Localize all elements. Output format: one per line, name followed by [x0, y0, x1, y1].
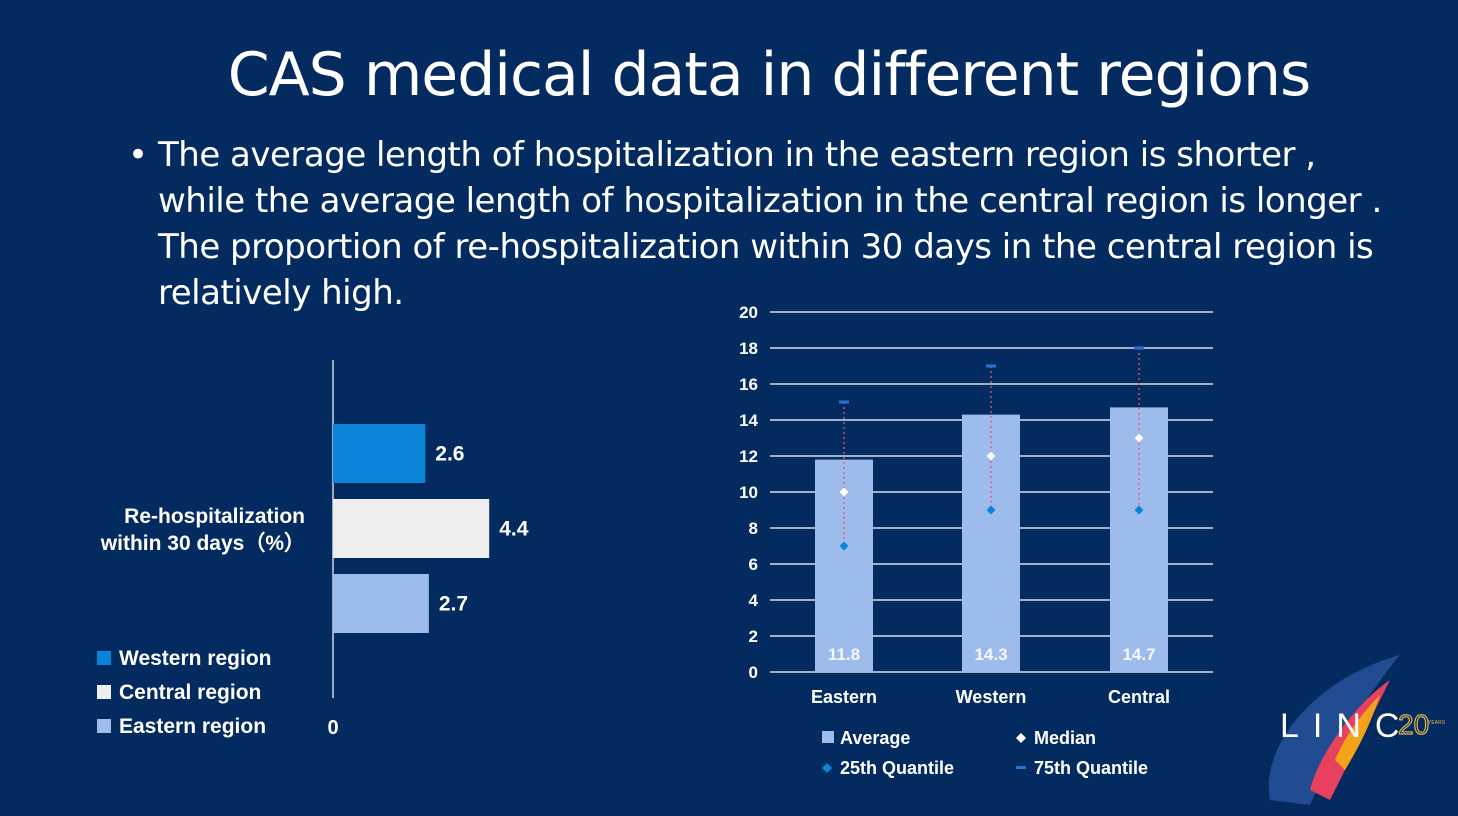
y-tick-label: 2 [749, 627, 758, 646]
y-tick-label: 0 [749, 663, 758, 682]
legend-label: Median [1034, 728, 1096, 748]
y-tick-label: 16 [739, 375, 758, 394]
legend-label: Eastern region [119, 715, 266, 738]
legend-swatch [1016, 766, 1026, 769]
legend-label: 25th Quantile [840, 758, 954, 778]
legend-label: Western region [119, 647, 271, 670]
logo-text: LINC [1280, 707, 1413, 745]
marker-median [839, 487, 849, 497]
y-tick-label: 14 [739, 411, 758, 430]
marker-25th-quantile [986, 505, 996, 515]
bar-central-region [333, 499, 490, 558]
legend-label: Average [840, 728, 910, 748]
y-tick-label: 4 [749, 591, 759, 610]
y-tick-label: 18 [739, 339, 758, 358]
logo-badge: 20 [1398, 709, 1429, 740]
marker-25th-quantile [839, 541, 849, 551]
marker-75th-quantile [839, 400, 849, 404]
data-label: 2.6 [435, 443, 464, 466]
data-label: 4.4 [499, 518, 529, 541]
logo-badge-sub: YEARS [1428, 720, 1446, 726]
x-tick-label: Western [956, 687, 1027, 707]
legend-swatch [97, 719, 111, 733]
bullet-point: • The average length of hospitalization … [128, 132, 1388, 316]
marker-25th-quantile [1134, 505, 1144, 515]
y-tick-label: 6 [749, 555, 758, 574]
bar-western-region [333, 424, 426, 483]
marker-median [1134, 433, 1144, 443]
legend-swatch [1016, 733, 1026, 743]
y-tick-label: 20 [739, 303, 758, 322]
bar-average [1110, 407, 1168, 672]
marker-75th-quantile [986, 364, 996, 368]
bullet-text: The average length of hospitalization in… [158, 135, 1382, 313]
category-label: Re-hospitalization [124, 505, 305, 528]
x-tick-label: Central [1108, 687, 1170, 707]
marker-75th-quantile [1134, 346, 1144, 350]
data-label: 11.8 [828, 645, 860, 664]
y-tick-label: 8 [749, 519, 758, 538]
legend-swatch [97, 685, 111, 699]
marker-median [986, 451, 996, 461]
linc-logo: LINC 20 YEARS [1268, 655, 1446, 805]
category-label: within 30 days（%） [100, 531, 305, 555]
slide-title: CAS medical data in different regions [227, 40, 1312, 110]
legend-swatch [97, 651, 111, 665]
bullet-dot-icon: • [128, 135, 148, 175]
legend-label: 75th Quantile [1034, 758, 1148, 778]
legend-swatch [822, 763, 832, 773]
y-tick-label: 12 [739, 447, 758, 466]
y-tick-label: 10 [739, 483, 758, 502]
legend-label: Central region [119, 681, 261, 704]
bar-eastern-region [333, 574, 429, 633]
data-label: 14.7 [1122, 645, 1155, 664]
legend-swatch [822, 731, 834, 743]
x-tick-label: Eastern [811, 687, 877, 707]
x-tick-label: 0 [327, 717, 338, 739]
data-label: 2.7 [439, 593, 468, 616]
data-label: 14.3 [974, 645, 1007, 664]
